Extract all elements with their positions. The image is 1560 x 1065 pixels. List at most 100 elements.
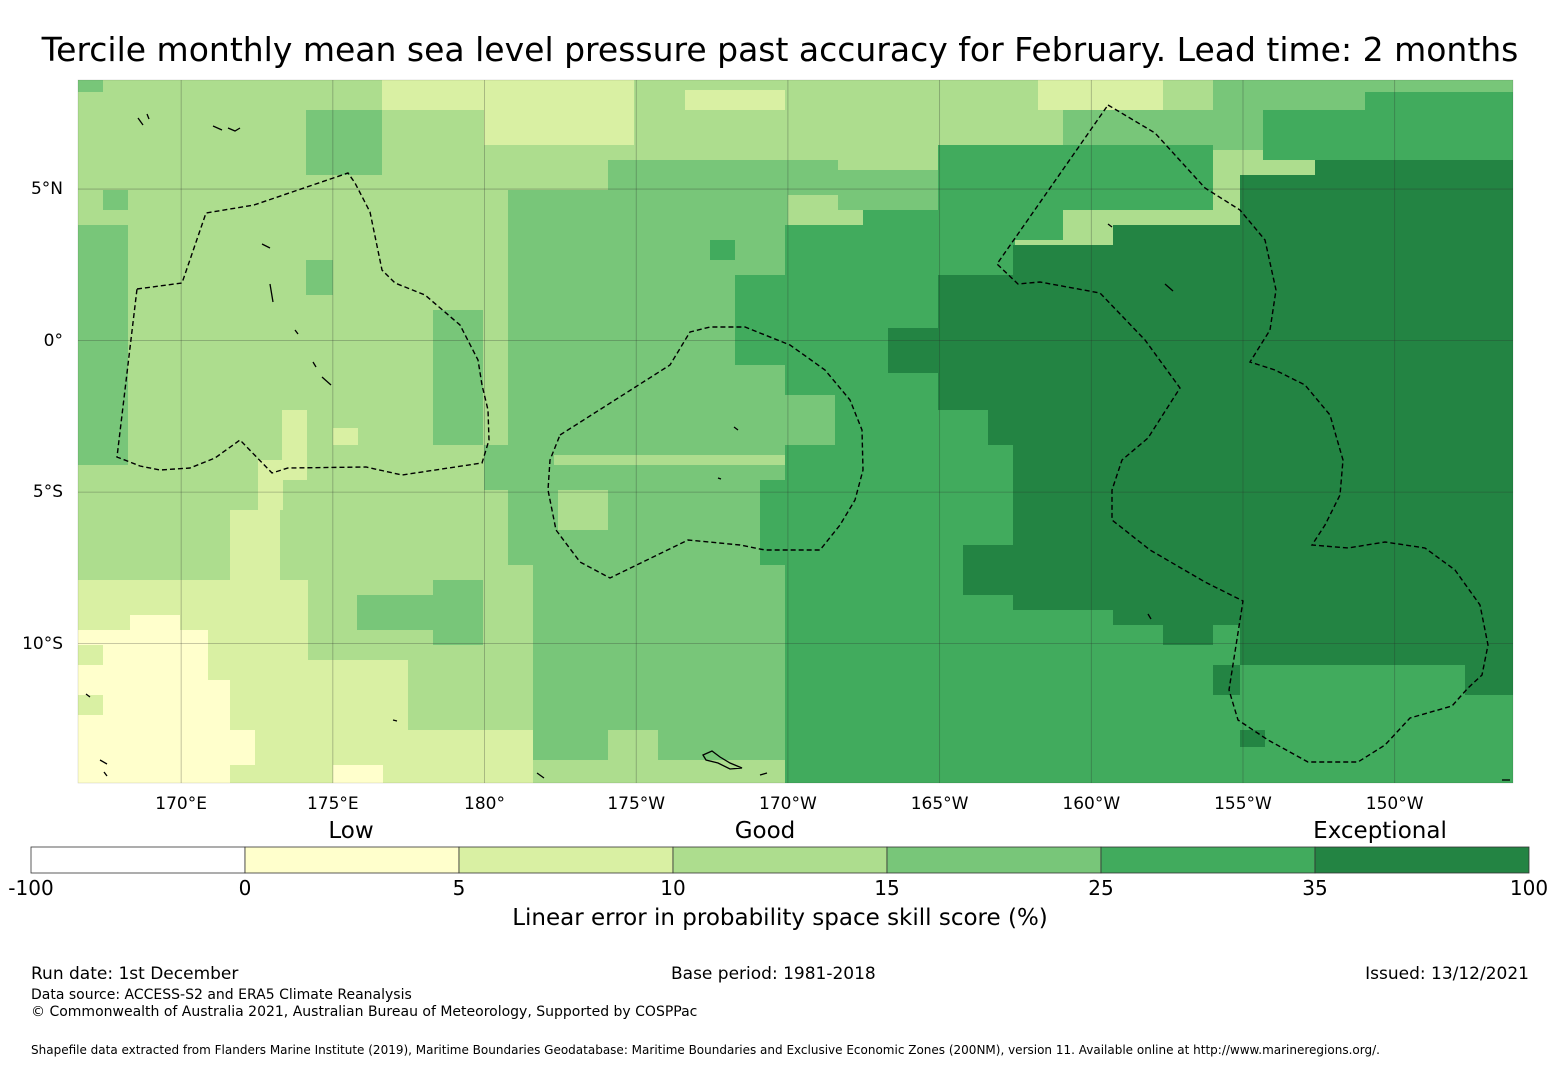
y-tick-label: 0°: [43, 330, 63, 351]
skill-cell: [484, 110, 634, 145]
skill-cell: [433, 310, 483, 445]
island-outline: [103, 771, 108, 777]
skill-cell: [1063, 110, 1263, 150]
colorbar-tick-label: 0: [238, 876, 252, 900]
skill-cell: [333, 765, 383, 783]
skill-cell: [1038, 80, 1163, 110]
skill-cell: [1465, 665, 1513, 695]
copyright: © Commonwealth of Australia 2021, Austra…: [31, 1004, 698, 1020]
shapefile-credit: Shapefile data extracted from Flanders M…: [31, 1043, 1380, 1057]
skill-cell: [230, 730, 255, 765]
skill-cell: [382, 80, 634, 110]
skill-cell: [78, 645, 103, 665]
island-outline: [1164, 283, 1174, 292]
skill-cell: [433, 580, 483, 645]
colorbar-tick-label: 100: [1509, 876, 1549, 900]
x-tick-label: 175°W: [607, 794, 666, 814]
island-outline: [733, 426, 739, 431]
issued-date: Issued: 13/12/2021: [1365, 964, 1529, 984]
eez-boundary-tokelau: [547, 326, 864, 579]
island-outline: [99, 759, 108, 765]
island-outline: [392, 719, 398, 722]
colorbar-tick-label: 35: [1302, 876, 1328, 900]
skill-cell: [888, 328, 938, 373]
map-gridlines: [78, 80, 1513, 783]
skill-cell: [78, 695, 103, 715]
x-tick-label: 155°W: [1214, 794, 1272, 814]
skill-cell: [306, 260, 333, 295]
y-tick-label: 5°S: [32, 482, 63, 503]
colorbar-segment: [244, 846, 460, 874]
skill-cell: [988, 410, 1013, 445]
skill-cell: [963, 545, 1088, 595]
y-tick-label: 10°S: [22, 633, 63, 654]
skill-cell: [835, 645, 885, 695]
skill-cell: [306, 110, 382, 175]
skill-cell: [608, 730, 658, 765]
skill-cell: [558, 490, 608, 530]
colorbar-title: Linear error in probability space skill …: [512, 905, 1048, 931]
x-tick-label: 175°E: [306, 794, 359, 814]
island-outline: [312, 361, 317, 368]
skill-cell: [1213, 665, 1240, 695]
colorbar-tick-label: -100: [8, 876, 54, 900]
skill-cell: [1365, 92, 1513, 122]
colorbar-segment: [30, 846, 246, 874]
x-tick-label: 180°: [464, 794, 506, 814]
colorbar-tick-label: 5: [452, 876, 466, 900]
skill-cell: [785, 395, 835, 445]
skill-cell: [938, 275, 1013, 410]
skill-cell: [608, 160, 838, 195]
island-outline: [321, 376, 332, 386]
x-tick-label: 170°W: [759, 794, 817, 814]
x-tick-label: 150°W: [1365, 794, 1424, 814]
category-good-label: Good: [734, 818, 796, 844]
colorbar-segment: [672, 846, 888, 874]
skill-cell: [685, 90, 785, 110]
y-tick-label: 5°N: [30, 179, 63, 200]
skill-cell: [258, 460, 283, 510]
skill-cell: [1113, 225, 1263, 625]
colorbar-segment: [886, 846, 1102, 874]
skill-cell: [78, 80, 103, 92]
skill-cell: [333, 428, 358, 445]
island-outline: [269, 283, 274, 303]
skill-cell: [103, 190, 128, 210]
colorbar-segment: [1100, 846, 1316, 874]
island-outline: [702, 750, 743, 770]
island-outline: [261, 243, 271, 249]
skill-cell: [938, 145, 1213, 210]
island-outline: [717, 477, 722, 480]
colorbar-tick-label: 10: [660, 876, 686, 900]
x-tick-label: 165°W: [910, 794, 969, 814]
skill-cell: [1315, 630, 1513, 665]
island-outline: [137, 117, 144, 126]
skill-cell: [282, 410, 307, 480]
skill-cell: [1240, 175, 1513, 665]
island-outline: [212, 125, 223, 131]
chart-title: Tercile monthly mean sea level pressure …: [41, 30, 1519, 69]
skill-cell: [1163, 595, 1213, 645]
islands: [85, 113, 1510, 781]
colorbar-tick-label: 25: [1088, 876, 1114, 900]
colorbar-segment: [1314, 846, 1530, 874]
colorbar-segment: [458, 846, 674, 874]
colorbar-tick-label: 15: [874, 876, 900, 900]
colorbar: [30, 846, 1530, 874]
eez-boundaries: [116, 104, 1489, 763]
skill-cell: [308, 660, 408, 783]
skill-cell: [78, 465, 258, 580]
eez-boundary-eastern: [996, 104, 1489, 763]
skill-cell: [230, 510, 280, 580]
skill-cell: [1240, 730, 1265, 747]
island-outline: [85, 693, 91, 698]
island-outline: [759, 772, 768, 776]
skill-cell: [533, 565, 788, 760]
skill-cell: [710, 240, 735, 260]
island-outline: [1147, 613, 1152, 620]
skill-cell: [583, 765, 783, 783]
skill-cell: [863, 210, 1063, 240]
island-outline: [294, 329, 299, 335]
skill-cell: [408, 730, 533, 783]
island-outline: [1107, 223, 1113, 228]
